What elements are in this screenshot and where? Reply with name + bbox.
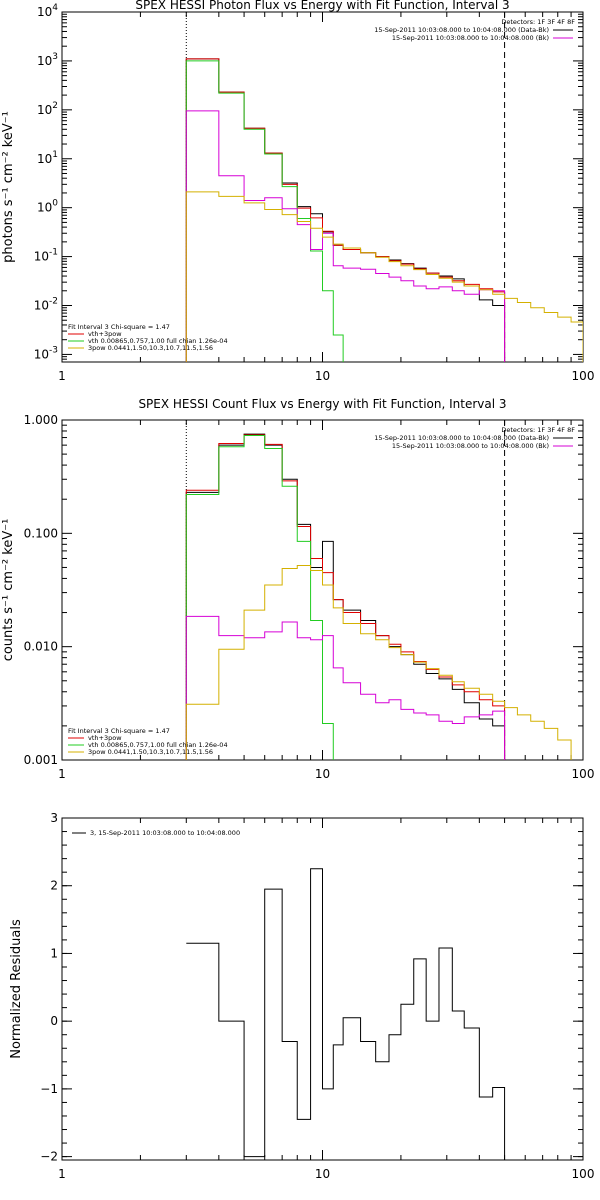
y-tick-label: 10-3 (34, 345, 58, 361)
x-tick-label: 10 (315, 767, 330, 781)
series-fit_sum-line (185, 58, 506, 362)
legend-header: Detectors: 1F 3F 4F 8F (501, 18, 575, 26)
y-tick-label: 3 (50, 811, 58, 825)
x-tick-label: 1 (58, 369, 66, 383)
y-tick-label: 104 (37, 3, 58, 19)
fit-info-text: vth+3pow (88, 734, 122, 742)
series-total-line (185, 433, 506, 760)
series-total-line (186, 868, 506, 1160)
y-tick-label: −1 (40, 1082, 58, 1096)
x-tick-label: 10 (315, 1167, 330, 1181)
y-tick-label: −2 (40, 1150, 58, 1164)
fit-info-header: Fit Interval 3 Chi-square = 1.47 (68, 727, 170, 735)
y-tick-label: 0 (50, 1014, 58, 1028)
series-thick-line (185, 565, 572, 760)
y-tick-label: 1 (50, 946, 58, 960)
fit-info-text: 3pow 0.0441,1.50,10.3,10.7,11.5,1.56 (88, 748, 213, 756)
chart-title: SPEX HESSI Photon Flux vs Energy with Fi… (135, 0, 509, 12)
y-tick-label: 100 (37, 199, 58, 215)
panel-3: 1 10 100 −2 −1 0 1 2 3 Normalized Residuals 3, 15-… (9, 811, 594, 1181)
series-vth-line (185, 60, 344, 362)
series-fit_sum-line (185, 434, 506, 760)
legend-entry-text: 15-Sep-2011 10:03:08.000 to 10:04:08.000… (392, 34, 549, 42)
y-tick-label: 2 (50, 879, 58, 893)
y-tick-label: 10-1 (34, 248, 58, 264)
y-tick-label: 1.000 (24, 413, 58, 427)
fit-info-text: vth 0.00865,0.757,1.00 full chian 1.26e-… (88, 741, 228, 749)
y-tick-label: 103 (37, 52, 58, 68)
y-tick-label: 0.100 (24, 526, 58, 540)
y-tick-label: 10-2 (34, 297, 58, 313)
series-vth-line (185, 434, 334, 760)
x-tick-label: 100 (572, 369, 595, 383)
y-tick-label: 101 (37, 150, 58, 166)
y-axis-label: Normalized Residuals (9, 919, 24, 1059)
x-tick-label: 1 (58, 1167, 66, 1181)
legend-entry-text: 15-Sep-2011 10:03:08.000 to 10:04:08.000… (374, 434, 549, 442)
legend-entry-text: 3, 15-Sep-2011 10:03:08.000 to 10:04:08.… (90, 829, 240, 837)
fit-info-header: Fit Interval 3 Chi-square = 1.47 (68, 323, 170, 331)
series-total-line (185, 58, 506, 362)
fit-info-text: 3pow 0.0441,1.50,10.3,10.7,11.5,1.56 (88, 344, 213, 352)
series-bkg-line (185, 615, 506, 760)
x-tick-label: 100 (572, 767, 595, 781)
legend-header: Detectors: 1F 3F 4F 8F (501, 426, 575, 434)
y-tick-label: 102 (37, 101, 58, 117)
fit-info-text: vth 0.00865,0.757,1.00 full chian 1.26e-… (88, 337, 228, 345)
panel-1: SPEX HESSI Photon Flux vs Energy with Fi… (1, 0, 594, 383)
y-axis-label: photons s⁻¹ cm⁻² keV⁻¹ (1, 111, 16, 263)
legend-entry-text: 15-Sep-2011 10:03:08.000 to 10:04:08.000… (392, 442, 549, 450)
x-tick-label: 100 (572, 1167, 595, 1181)
chart-title: SPEX HESSI Count Flux vs Energy with Fit… (138, 397, 506, 411)
x-tick-label: 10 (315, 369, 330, 383)
y-tick-label: 0.010 (24, 640, 58, 654)
x-tick-label: 1 (58, 767, 66, 781)
fit-info-text: vth+3pow (88, 330, 122, 338)
y-axis-label: counts s⁻¹ cm⁻² keV⁻¹ (1, 519, 16, 662)
legend-entry-text: 15-Sep-2011 10:03:08.000 to 10:04:08.000… (374, 26, 549, 34)
series-thick-line (185, 191, 583, 362)
y-tick-label: 0.001 (24, 753, 58, 767)
series-bkg-line (185, 110, 506, 362)
panel-2: SPEX HESSI Count Flux vs Energy with Fit… (1, 397, 595, 781)
